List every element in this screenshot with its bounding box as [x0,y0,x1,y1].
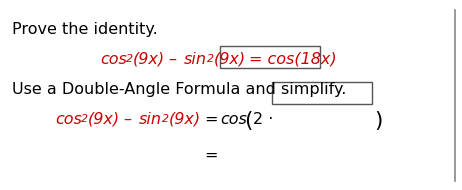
Text: Prove the identity.: Prove the identity. [12,22,158,37]
Text: ): ) [374,111,383,131]
Text: –: – [168,52,176,67]
Text: = cos(18x): = cos(18x) [249,52,337,67]
FancyBboxPatch shape [220,46,320,68]
Text: =: = [204,112,218,127]
Text: 2: 2 [81,114,88,124]
Text: 2: 2 [126,54,133,64]
Text: (9x): (9x) [214,52,246,67]
Text: (9x): (9x) [88,112,120,127]
Text: (9x): (9x) [133,52,165,67]
Text: cos: cos [55,112,82,127]
Text: Use a Double-Angle Formula and simplify.: Use a Double-Angle Formula and simplify. [12,82,346,97]
FancyBboxPatch shape [272,82,372,104]
Text: (9x): (9x) [169,112,201,127]
Text: –: – [123,112,131,127]
Text: cos: cos [220,112,247,127]
Text: 2 ·: 2 · [253,112,274,127]
Text: =: = [204,148,218,163]
Text: 2: 2 [207,54,214,64]
Text: (: ( [244,111,252,131]
Text: cos: cos [100,52,127,67]
Text: 2: 2 [162,114,169,124]
Text: sin: sin [184,52,207,67]
Text: sin: sin [139,112,162,127]
